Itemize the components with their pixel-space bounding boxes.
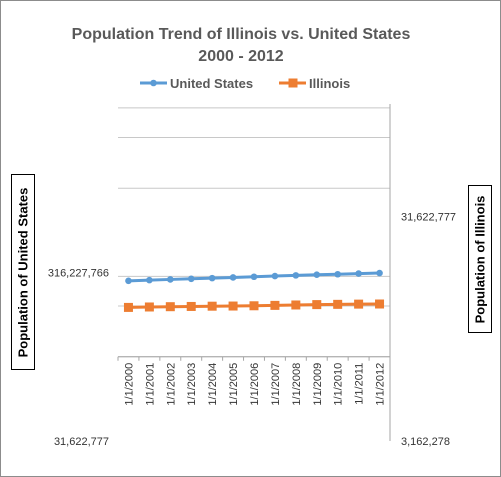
point-united-states-8 — [292, 272, 300, 279]
point-illinois-12 — [375, 299, 385, 309]
x-tick-label-8: 1/1/2008 — [291, 363, 303, 406]
legend: United States Illinois — [140, 76, 350, 91]
y-tick-labels: 31,622,777 316,227,766 3,162,278 31,622,777 — [48, 211, 456, 448]
point-united-states-12 — [376, 269, 383, 277]
point-illinois-7 — [270, 300, 280, 310]
y2-tick-label-1: 31,622,777 — [401, 211, 456, 223]
y2-axis-title: Population of Illinois — [472, 195, 488, 323]
legend-label-illinois: Illinois — [309, 76, 350, 91]
point-illinois-4 — [207, 301, 217, 311]
legend-marker-united-states — [150, 79, 157, 87]
x-tick-label-5: 1/1/2005 — [228, 363, 240, 406]
y2-axis-title-box: Population of Illinois — [468, 185, 492, 333]
chart-title: Population Trend of Illinois vs. United … — [72, 26, 411, 43]
x-tick-label-1: 1/1/2001 — [144, 363, 156, 406]
point-united-states-1 — [146, 276, 153, 284]
point-illinois-8 — [291, 300, 301, 310]
x-tick-labels: 1/1/2000 1/1/2001 1/1/2002 1/1/2003 1/1/2004… — [123, 363, 386, 406]
point-united-states-7 — [271, 272, 279, 280]
x-tick-label-9: 1/1/2009 — [312, 363, 324, 406]
x-tick-label-7: 1/1/2007 — [270, 363, 282, 406]
chart-subtitle: 2000 - 2012 — [198, 48, 284, 65]
series-layer — [123, 269, 385, 312]
point-united-states-3 — [187, 275, 195, 283]
point-united-states-0 — [125, 277, 132, 285]
point-illinois-9 — [312, 300, 322, 310]
point-illinois-0 — [123, 302, 133, 312]
point-illinois-2 — [165, 302, 175, 312]
y2-tick-label-0: 3,162,278 — [401, 436, 450, 448]
point-illinois-5 — [228, 301, 238, 311]
x-tick-label-4: 1/1/2004 — [207, 363, 219, 406]
x-tick-label-10: 1/1/2010 — [333, 363, 345, 406]
axes — [117, 104, 391, 441]
point-united-states-11 — [355, 270, 362, 277]
point-united-states-2 — [167, 276, 174, 283]
point-united-states-4 — [208, 274, 216, 282]
legend-label-united-states: United States — [170, 76, 253, 91]
point-illinois-11 — [354, 299, 364, 309]
x-tick-label-3: 1/1/2003 — [186, 363, 198, 406]
x-tick-label-12: 1/1/2012 — [375, 363, 387, 406]
x-tick-label-2: 1/1/2002 — [165, 363, 177, 406]
point-united-states-10 — [334, 270, 341, 278]
x-tick-label-6: 1/1/2006 — [249, 363, 261, 406]
x-tick-label-11: 1/1/2011 — [354, 363, 366, 405]
point-united-states-9 — [313, 271, 321, 279]
point-united-states-6 — [250, 273, 258, 281]
legend-item-united-states: United States — [140, 76, 253, 91]
gridlines — [118, 107, 390, 358]
point-illinois-3 — [186, 301, 196, 311]
y-axis-title-box: Population of United States — [11, 174, 35, 370]
point-illinois-6 — [249, 301, 259, 311]
legend-item-illinois: Illinois — [279, 76, 350, 91]
y-tick-label-1: 316,227,766 — [48, 268, 109, 280]
x-tick-label-0: 1/1/2000 — [123, 363, 135, 406]
point-illinois-10 — [333, 299, 343, 309]
y-tick-label-0: 31,622,777 — [54, 436, 109, 448]
point-united-states-5 — [229, 274, 237, 281]
legend-marker-illinois — [288, 78, 298, 88]
point-illinois-1 — [144, 302, 154, 312]
y-axis-title: Population of United States — [15, 187, 31, 357]
